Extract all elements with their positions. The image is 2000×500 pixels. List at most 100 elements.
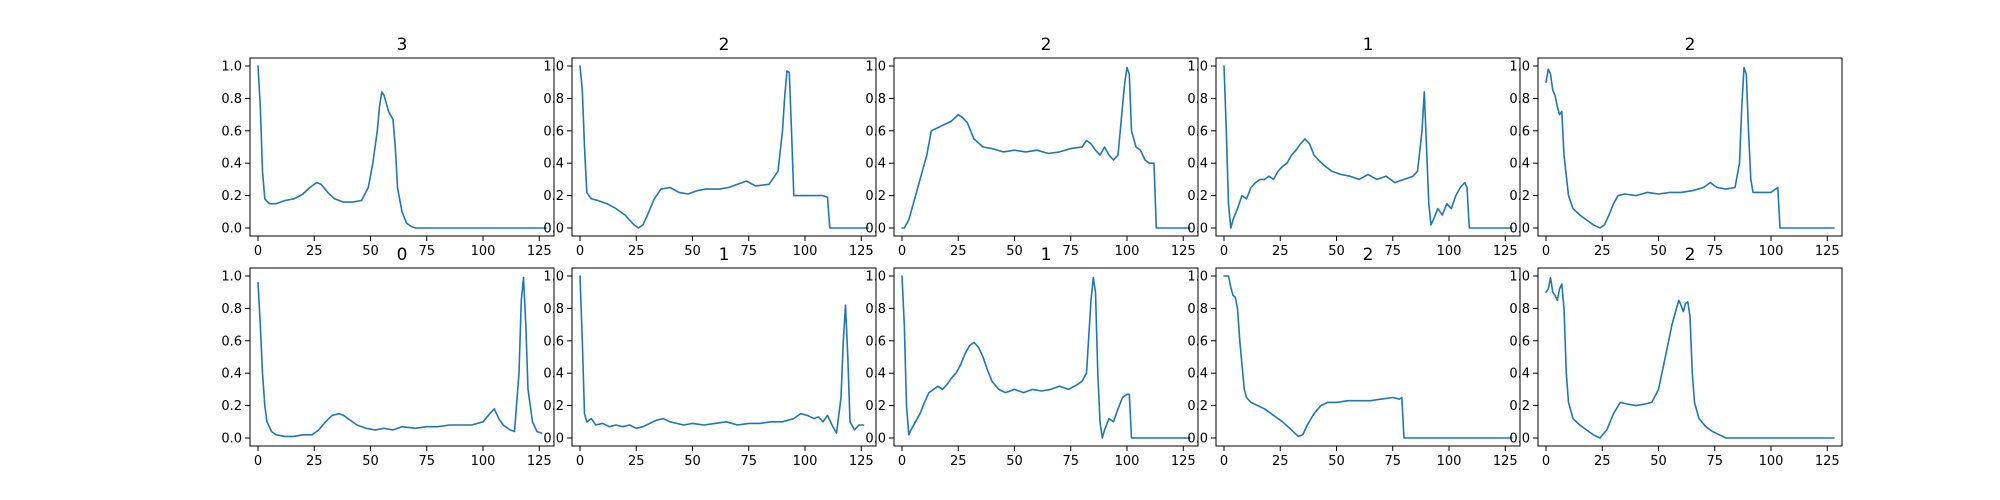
y-tick-label: 0.6: [221, 124, 242, 139]
x-tick-label: 0: [1542, 454, 1550, 469]
subplot-8: 1 0 25 50 75 100 125 0.0 0.2 0.4 0.6 0.8 1.0: [865, 245, 1199, 469]
y-tick-label: 0.0: [1509, 432, 1530, 447]
x-tick-label: 100: [1115, 244, 1140, 259]
x-tick-label: 50: [1006, 454, 1023, 469]
x-tick-label: 100: [1759, 454, 1784, 469]
x-tick-label: 75: [1062, 454, 1079, 469]
series-line: [579, 275, 865, 434]
series-line: [257, 65, 547, 229]
x-tick-label: 25: [628, 454, 645, 469]
x-tick-label: 25: [1594, 244, 1611, 259]
y-tick-label: 0.8: [543, 92, 564, 107]
x-tick-label: 75: [1706, 244, 1723, 259]
y-tick-label: 0.0: [221, 222, 242, 237]
subplot-title: 2: [1685, 245, 1696, 265]
y-tick-label: 0.4: [543, 367, 564, 382]
x-tick-label: 100: [793, 454, 818, 469]
y-tick-label: 0.6: [221, 334, 242, 349]
series-line: [901, 66, 1191, 229]
x-tick-label: 25: [1272, 454, 1289, 469]
axes-frame: [1215, 267, 1521, 447]
x-tick-label: 75: [740, 244, 757, 259]
x-tick-label: 100: [1759, 244, 1784, 259]
y-tick-label: 0.2: [543, 189, 564, 204]
series-line: [257, 276, 543, 438]
axes-frame: [893, 57, 1199, 237]
axes-frame: [1537, 267, 1843, 447]
x-tick-label: 125: [1493, 454, 1518, 469]
x-tick-label: 50: [684, 454, 701, 469]
axes-frame: [1215, 57, 1521, 237]
subplot-3: 2 0 25 50 75 100 125 0.0 0.2 0.4 0.6 0.8 1.0: [865, 35, 1199, 259]
subplot-title: 3: [397, 35, 408, 55]
y-tick-label: 0.4: [221, 367, 242, 382]
y-tick-label: 0.8: [221, 92, 242, 107]
series-line: [1545, 276, 1835, 439]
y-tick-label: 0.8: [1187, 92, 1208, 107]
y-tick-label: 0.4: [865, 367, 886, 382]
y-tick-label: 1.0: [1509, 60, 1530, 75]
subplot-5: 2 0 25 50 75 100 125 0.0 0.2 0.4 0.6 0.8 1.0: [1509, 35, 1843, 259]
y-tick-label: 0.2: [1187, 399, 1208, 414]
y-tick-label: 1.0: [1509, 270, 1530, 285]
y-tick-label: 0.4: [1187, 367, 1208, 382]
y-tick-label: 1.0: [1187, 270, 1208, 285]
axes-frame: [893, 267, 1199, 447]
x-tick-label: 0: [1220, 454, 1228, 469]
y-tick-label: 0.2: [865, 189, 886, 204]
x-tick-label: 125: [849, 454, 874, 469]
y-tick-label: 0.0: [1509, 222, 1530, 237]
subplot-title: 1: [1041, 245, 1052, 265]
y-tick-label: 0.6: [543, 334, 564, 349]
y-tick-label: 0.0: [865, 432, 886, 447]
subplot-title: 2: [1041, 35, 1052, 55]
y-tick-label: 0.2: [221, 189, 242, 204]
y-tick-label: 0.8: [1187, 302, 1208, 317]
y-tick-label: 0.8: [865, 302, 886, 317]
y-tick-label: 1.0: [221, 60, 242, 75]
y-tick-label: 0.0: [543, 222, 564, 237]
x-tick-label: 0: [898, 454, 906, 469]
series-line: [901, 275, 1191, 439]
y-tick-label: 1.0: [865, 270, 886, 285]
x-tick-label: 0: [576, 244, 584, 259]
x-tick-label: 50: [1328, 244, 1345, 259]
x-tick-label: 125: [1493, 244, 1518, 259]
y-tick-label: 0.6: [865, 334, 886, 349]
y-tick-label: 1.0: [865, 60, 886, 75]
x-tick-label: 100: [1437, 244, 1462, 259]
y-tick-label: 0.8: [1509, 92, 1530, 107]
x-tick-label: 125: [1171, 454, 1196, 469]
x-tick-label: 125: [1815, 244, 1840, 259]
subplot-title: 1: [719, 245, 730, 265]
x-tick-label: 125: [1815, 454, 1840, 469]
x-tick-label: 50: [1006, 244, 1023, 259]
y-tick-label: 0.6: [543, 124, 564, 139]
x-tick-label: 125: [849, 244, 874, 259]
x-tick-label: 25: [306, 244, 323, 259]
series-line: [1223, 275, 1513, 439]
subplot-1: 3 0 25 50 75 100 125 0.0 0.2 0.4 0.6 0.8 1.0: [221, 35, 555, 259]
y-tick-label: 0.6: [1187, 124, 1208, 139]
y-tick-label: 0.4: [1509, 157, 1530, 172]
x-tick-label: 0: [254, 244, 262, 259]
axes-frame: [571, 267, 877, 447]
axes-frame: [1537, 57, 1843, 237]
x-tick-label: 50: [362, 454, 379, 469]
x-tick-label: 100: [1437, 454, 1462, 469]
subplot-2: 2 0 25 50 75 100 125 0.0 0.2 0.4 0.6 0.8 1.0: [543, 35, 877, 259]
y-tick-label: 0.6: [1509, 334, 1530, 349]
x-tick-label: 100: [1115, 454, 1140, 469]
y-tick-label: 0.8: [865, 92, 886, 107]
x-tick-label: 50: [684, 244, 701, 259]
x-tick-label: 75: [1062, 244, 1079, 259]
x-tick-label: 75: [1706, 454, 1723, 469]
x-tick-label: 100: [471, 454, 496, 469]
subplot-4: 1 0 25 50 75 100 125 0.0 0.2 0.4 0.6 0.8 1.0: [1187, 35, 1521, 259]
axes-frame: [571, 57, 877, 237]
subplot-6: 0 0 25 50 75 100 125 0.0 0.2 0.4 0.6 0.8 1.0: [221, 245, 555, 469]
subplot-7: 1 0 25 50 75 100 125 0.0 0.2 0.4 0.6 0.8 1.0: [543, 245, 877, 469]
y-tick-label: 1.0: [543, 60, 564, 75]
y-tick-label: 1.0: [543, 270, 564, 285]
x-tick-label: 50: [1650, 454, 1667, 469]
